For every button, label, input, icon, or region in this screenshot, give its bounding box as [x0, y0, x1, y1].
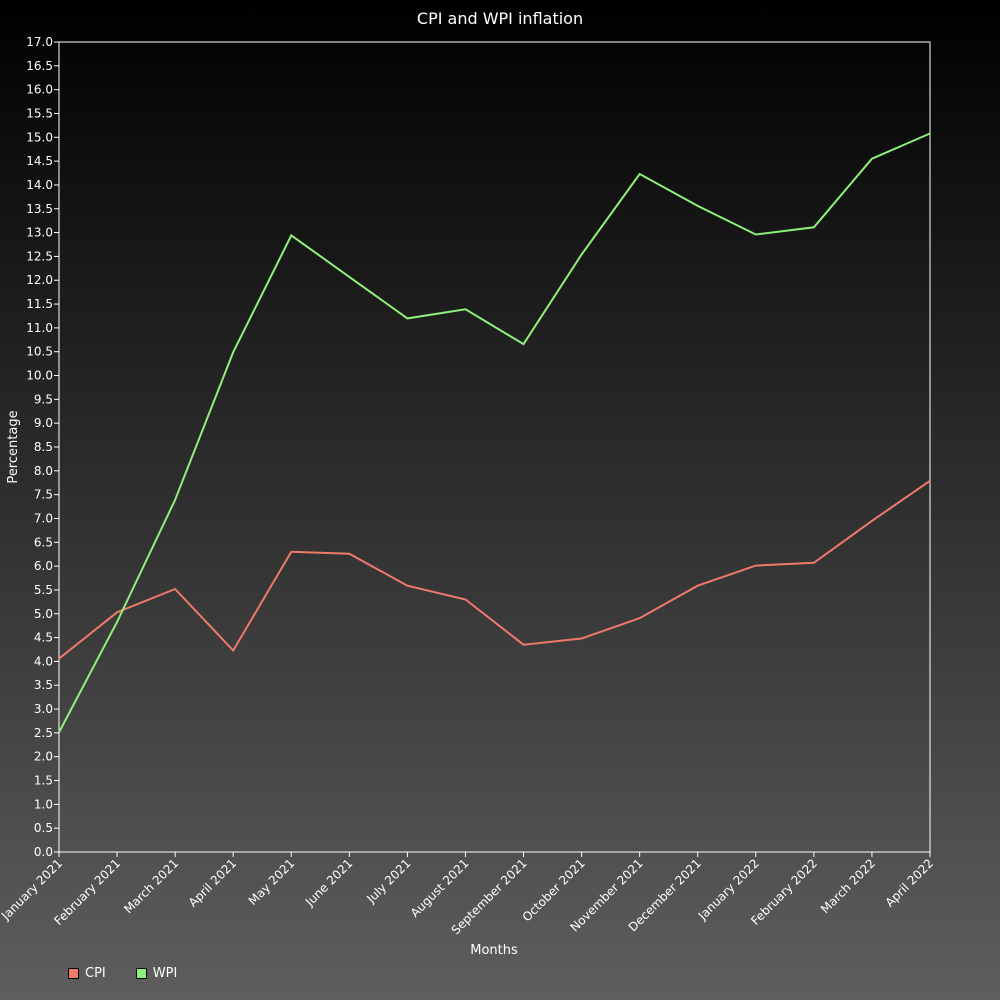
- series-line-cpi[interactable]: [58, 479, 931, 660]
- data-point-wpi[interactable]: [230, 349, 236, 355]
- y-tick-label: 5.5: [34, 583, 53, 597]
- data-point-wpi[interactable]: [521, 341, 527, 347]
- data-point-wpi[interactable]: [172, 497, 178, 503]
- data-point-cpi[interactable]: [521, 642, 527, 648]
- y-tick-label: 8.5: [34, 440, 53, 454]
- y-tick-label: 15.5: [26, 106, 53, 120]
- data-point-wpi[interactable]: [637, 171, 643, 177]
- x-tick-label: August 2021: [408, 856, 472, 920]
- legend-swatch-cpi: [68, 968, 79, 979]
- y-tick-label: 17.0: [26, 35, 53, 49]
- y-tick-label: 12.0: [26, 273, 53, 287]
- y-tick-label: 12.5: [26, 249, 53, 263]
- data-point-wpi[interactable]: [462, 306, 468, 312]
- y-axis-ticks: 0.0 0.5 1.0 1.5 2.0 2.5 3.0 3.5 4.0 4.5 5.0 5.5 6.0 6…: [26, 35, 59, 859]
- y-tick-label: 6.0: [34, 559, 53, 573]
- data-point-wpi[interactable]: [404, 315, 410, 321]
- chart-title: CPI and WPI inflation: [417, 9, 583, 28]
- x-tick-label: July 2021: [363, 856, 413, 906]
- data-point-cpi[interactable]: [811, 560, 817, 566]
- x-tick-label: April 2022: [883, 856, 937, 910]
- y-tick-label: 6.5: [34, 535, 53, 549]
- data-point-cpi[interactable]: [753, 563, 759, 569]
- data-point-wpi[interactable]: [811, 224, 817, 230]
- y-tick-label: 14.5: [26, 154, 53, 168]
- y-tick-label: 2.0: [34, 750, 53, 764]
- y-tick-label: 7.5: [34, 488, 53, 502]
- x-tick-label: March 2021: [121, 856, 181, 916]
- legend-item-wpi[interactable]: WPI: [135, 966, 178, 981]
- y-tick-label: 5.0: [34, 607, 53, 621]
- data-point-cpi[interactable]: [637, 615, 643, 621]
- y-tick-label: 4.5: [34, 631, 53, 645]
- y-tick-label: 9.0: [34, 416, 53, 430]
- y-tick-label: 15.0: [26, 130, 53, 144]
- data-point-cpi[interactable]: [869, 518, 875, 524]
- legend-label-wpi: WPI: [152, 966, 178, 981]
- series-line-wpi[interactable]: [58, 132, 931, 733]
- data-point-wpi[interactable]: [927, 130, 933, 136]
- legend-item-cpi[interactable]: CPI: [68, 966, 106, 981]
- data-point-wpi[interactable]: [114, 619, 120, 625]
- x-axis-title: Months: [470, 943, 518, 958]
- y-tick-label: 16.0: [26, 83, 53, 97]
- x-tick-label: June 2021: [302, 856, 355, 909]
- y-axis-title: Percentage: [6, 410, 21, 483]
- series-lines: [56, 130, 933, 735]
- data-point-wpi[interactable]: [56, 729, 62, 735]
- y-tick-label: 4.0: [34, 654, 53, 668]
- x-tick-label: March 2022: [818, 856, 878, 916]
- data-point-cpi[interactable]: [114, 609, 120, 615]
- y-tick-label: 11.0: [26, 321, 53, 335]
- data-point-wpi[interactable]: [695, 203, 701, 209]
- y-tick-label: 11.5: [26, 297, 53, 311]
- data-point-cpi[interactable]: [346, 551, 352, 557]
- legend: CPI WPI: [68, 966, 177, 981]
- data-point-cpi[interactable]: [927, 478, 933, 484]
- data-point-wpi[interactable]: [288, 232, 294, 238]
- data-point-cpi[interactable]: [56, 656, 62, 662]
- y-tick-label: 13.5: [26, 202, 53, 216]
- y-tick-label: 16.5: [26, 59, 53, 73]
- y-tick-label: 7.0: [34, 511, 53, 525]
- x-tick-label: May 2021: [246, 856, 298, 908]
- data-point-wpi[interactable]: [346, 274, 352, 280]
- y-tick-label: 0.5: [34, 821, 53, 835]
- y-tick-label: 1.0: [34, 797, 53, 811]
- data-point-cpi[interactable]: [462, 596, 468, 602]
- y-tick-label: 8.0: [34, 464, 53, 478]
- legend-swatch-wpi: [135, 968, 147, 979]
- data-point-cpi[interactable]: [579, 636, 585, 642]
- data-point-cpi[interactable]: [404, 583, 410, 589]
- legend-label-cpi: CPI: [85, 966, 106, 981]
- y-tick-label: 2.5: [34, 726, 53, 740]
- y-tick-label: 0.0: [34, 845, 53, 859]
- y-tick-label: 14.0: [26, 178, 53, 192]
- y-tick-label: 3.5: [34, 678, 53, 692]
- data-point-cpi[interactable]: [288, 549, 294, 555]
- data-point-cpi[interactable]: [230, 647, 236, 653]
- y-tick-label: 1.5: [34, 774, 53, 788]
- plot-area: [58, 41, 931, 853]
- y-tick-label: 3.0: [34, 702, 53, 716]
- y-tick-label: 13.0: [26, 226, 53, 240]
- x-tick-label: April 2021: [186, 856, 240, 910]
- data-point-cpi[interactable]: [695, 583, 701, 589]
- y-tick-label: 9.5: [34, 392, 53, 406]
- data-point-wpi[interactable]: [869, 156, 875, 162]
- y-tick-label: 10.5: [26, 345, 53, 359]
- data-point-wpi[interactable]: [753, 231, 759, 237]
- data-point-cpi[interactable]: [172, 586, 178, 592]
- y-tick-label: 10.0: [26, 369, 53, 383]
- data-point-wpi[interactable]: [579, 252, 585, 258]
